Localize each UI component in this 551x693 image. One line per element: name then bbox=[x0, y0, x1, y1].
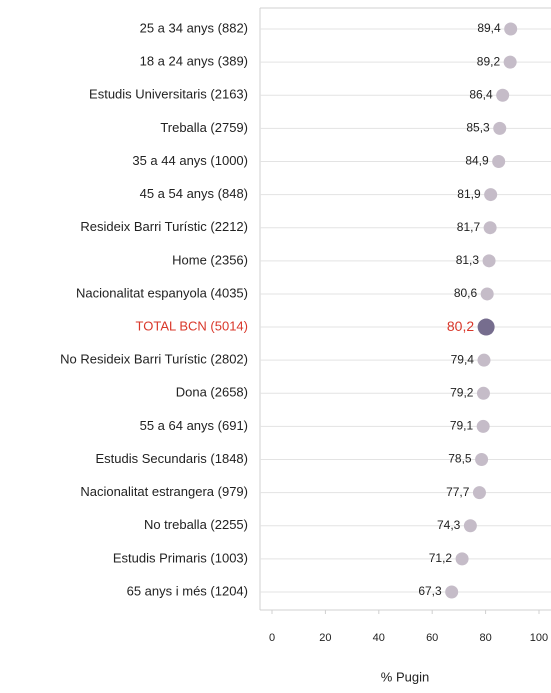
category-label: Estudis Secundaris (1848) bbox=[96, 451, 248, 466]
category-label: 65 anys i més (1204) bbox=[127, 583, 248, 598]
category-label: Nacionalitat espanyola (4035) bbox=[76, 285, 248, 300]
dot bbox=[482, 254, 496, 268]
category-label: 18 a 24 anys (389) bbox=[140, 54, 248, 69]
dot bbox=[475, 453, 489, 467]
value-label: 81,9 bbox=[457, 187, 481, 201]
x-tick-label: 0 bbox=[269, 632, 275, 644]
dot bbox=[493, 121, 507, 135]
dot bbox=[492, 154, 506, 168]
category-label: No Resideix Barri Turístic (2802) bbox=[60, 352, 248, 367]
dot bbox=[445, 585, 459, 599]
x-tick-label: 60 bbox=[426, 632, 438, 644]
category-label: No treballa (2255) bbox=[144, 517, 248, 532]
dot bbox=[455, 552, 469, 566]
category-label: Nacionalitat estrangera (979) bbox=[80, 484, 248, 499]
value-label: 74,3 bbox=[437, 518, 461, 532]
value-label: 86,4 bbox=[469, 87, 493, 101]
category-label: Resideix Barri Turístic (2212) bbox=[80, 219, 248, 234]
dot bbox=[477, 353, 491, 367]
value-label: 85,3 bbox=[466, 121, 490, 135]
x-axis-label: % Pugin bbox=[381, 669, 429, 684]
x-tick-label: 20 bbox=[319, 632, 331, 644]
value-label: 77,7 bbox=[446, 485, 470, 499]
category-label: 25 a 34 anys (882) bbox=[140, 20, 248, 35]
category-label: Dona (2658) bbox=[176, 385, 248, 400]
dot bbox=[463, 519, 477, 533]
dot bbox=[480, 287, 494, 301]
x-tick-label: 80 bbox=[479, 632, 491, 644]
dot bbox=[477, 318, 495, 336]
value-label: 71,2 bbox=[429, 551, 453, 565]
x-tick-label: 100 bbox=[530, 632, 548, 644]
value-label: 78,5 bbox=[448, 452, 472, 466]
category-label: Estudis Primaris (1003) bbox=[113, 550, 248, 565]
value-label: 81,7 bbox=[457, 220, 481, 234]
value-label: 89,2 bbox=[477, 54, 501, 68]
category-label: 45 a 54 anys (848) bbox=[140, 186, 248, 201]
value-label: 81,3 bbox=[456, 253, 480, 267]
value-label: 79,2 bbox=[450, 385, 474, 399]
dot bbox=[503, 55, 517, 69]
dot bbox=[476, 419, 490, 433]
dot bbox=[484, 188, 498, 202]
value-label: 67,3 bbox=[418, 584, 442, 598]
value-label: 89,4 bbox=[477, 21, 501, 35]
category-label: 55 a 64 anys (691) bbox=[140, 418, 248, 433]
category-label: Estudis Universitaris (2163) bbox=[89, 87, 248, 102]
value-label: 80,6 bbox=[454, 286, 478, 300]
value-label: 79,1 bbox=[450, 419, 474, 433]
value-label: 79,4 bbox=[451, 352, 475, 366]
x-tick-label: 40 bbox=[373, 632, 385, 644]
dot bbox=[504, 22, 518, 36]
dot bbox=[472, 486, 486, 500]
value-label: 84,9 bbox=[465, 154, 489, 168]
category-label: TOTAL BCN (5014) bbox=[136, 318, 248, 333]
category-label: 35 a 44 anys (1000) bbox=[132, 153, 248, 168]
category-label: Treballa (2759) bbox=[160, 120, 248, 135]
dot bbox=[483, 221, 497, 235]
category-label: Home (2356) bbox=[172, 252, 248, 267]
dot bbox=[476, 386, 490, 400]
dot bbox=[496, 88, 510, 102]
value-label: 80,2 bbox=[447, 318, 474, 334]
